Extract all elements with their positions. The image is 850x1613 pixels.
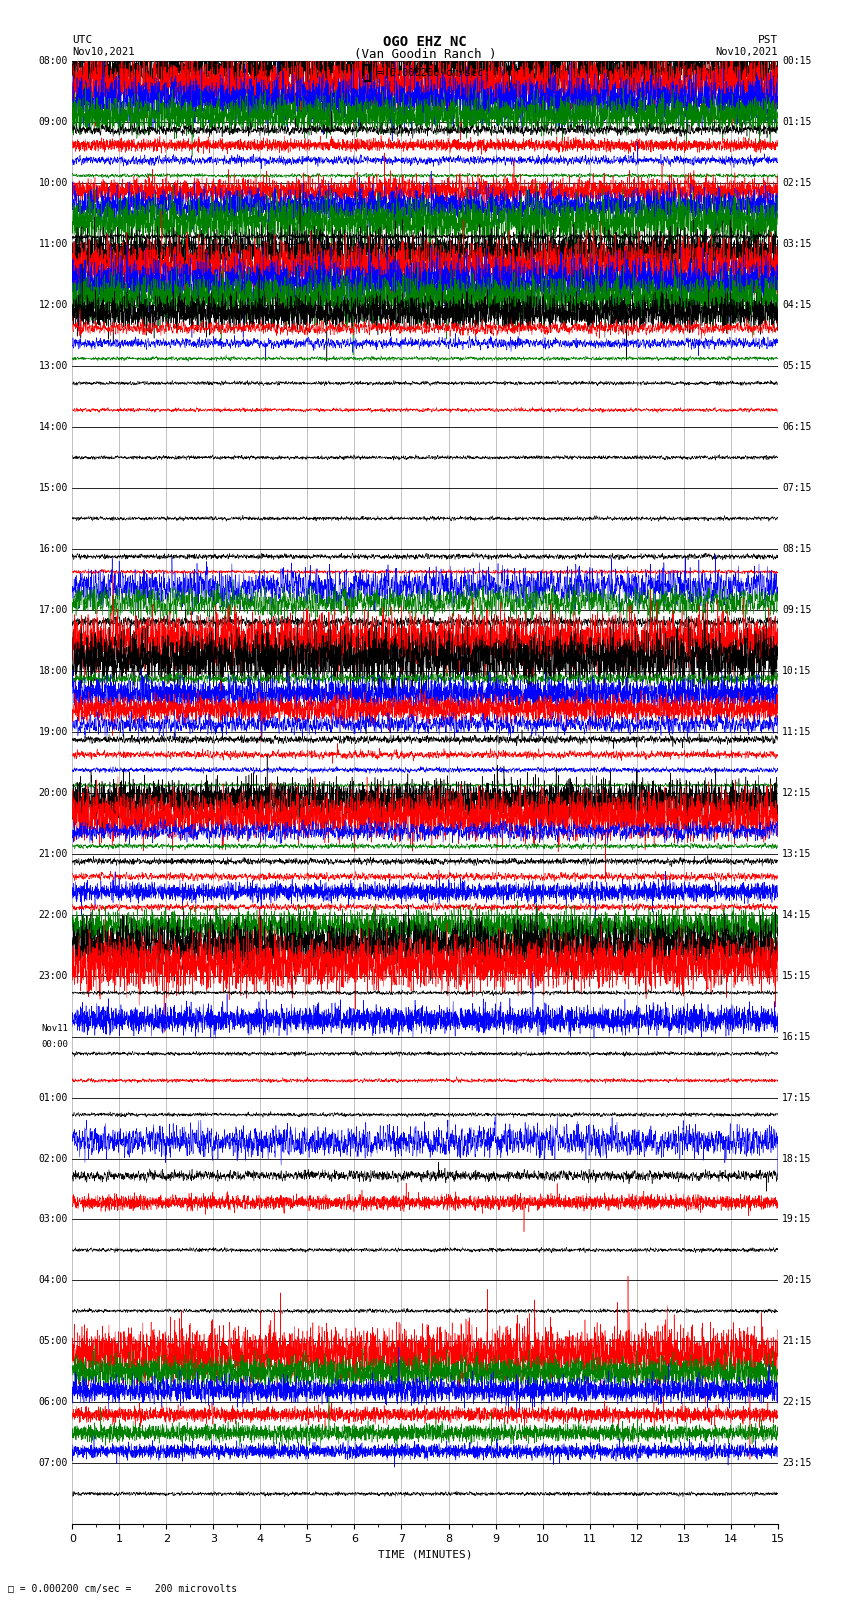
Text: 18:15: 18:15 <box>782 1153 812 1163</box>
Text: 13:00: 13:00 <box>38 361 68 371</box>
Text: (Van Goodin Ranch ): (Van Goodin Ranch ) <box>354 48 496 61</box>
Text: 19:15: 19:15 <box>782 1215 812 1224</box>
Text: = 0.000200 cm/sec: = 0.000200 cm/sec <box>377 68 483 77</box>
Text: 19:00: 19:00 <box>38 727 68 737</box>
Text: 10:00: 10:00 <box>38 177 68 189</box>
Text: 20:15: 20:15 <box>782 1276 812 1286</box>
Text: 08:00: 08:00 <box>38 56 68 66</box>
Text: 17:15: 17:15 <box>782 1092 812 1103</box>
Text: 07:15: 07:15 <box>782 482 812 494</box>
Text: 00:15: 00:15 <box>782 56 812 66</box>
Text: 12:15: 12:15 <box>782 787 812 798</box>
Text: 06:00: 06:00 <box>38 1397 68 1408</box>
Text: 16:00: 16:00 <box>38 544 68 553</box>
Text: 11:00: 11:00 <box>38 239 68 248</box>
Text: 17:00: 17:00 <box>38 605 68 615</box>
Text: 21:15: 21:15 <box>782 1337 812 1347</box>
Text: 01:15: 01:15 <box>782 118 812 127</box>
Text: 07:00: 07:00 <box>38 1458 68 1468</box>
Text: PST: PST <box>757 35 778 45</box>
Text: 13:15: 13:15 <box>782 848 812 858</box>
Text: 02:15: 02:15 <box>782 177 812 189</box>
Text: 23:15: 23:15 <box>782 1458 812 1468</box>
Text: Nov10,2021: Nov10,2021 <box>72 47 135 56</box>
Text: 15:15: 15:15 <box>782 971 812 981</box>
Text: 23:00: 23:00 <box>38 971 68 981</box>
Text: 18:00: 18:00 <box>38 666 68 676</box>
Text: 04:15: 04:15 <box>782 300 812 310</box>
Text: 16:15: 16:15 <box>782 1032 812 1042</box>
Text: 03:00: 03:00 <box>38 1215 68 1224</box>
Text: 00:00: 00:00 <box>41 1040 68 1048</box>
Text: 09:00: 09:00 <box>38 118 68 127</box>
Text: 10:15: 10:15 <box>782 666 812 676</box>
Text: 01:00: 01:00 <box>38 1092 68 1103</box>
Text: 15:00: 15:00 <box>38 482 68 494</box>
Text: 12:00: 12:00 <box>38 300 68 310</box>
Text: 11:15: 11:15 <box>782 727 812 737</box>
Text: 22:15: 22:15 <box>782 1397 812 1408</box>
X-axis label: TIME (MINUTES): TIME (MINUTES) <box>377 1550 473 1560</box>
Text: 04:00: 04:00 <box>38 1276 68 1286</box>
Text: UTC: UTC <box>72 35 93 45</box>
Text: Nov10,2021: Nov10,2021 <box>715 47 778 56</box>
Text: Nov11: Nov11 <box>41 1024 68 1034</box>
Text: 02:00: 02:00 <box>38 1153 68 1163</box>
Text: 03:15: 03:15 <box>782 239 812 248</box>
Text: 21:00: 21:00 <box>38 848 68 858</box>
Text: □ = 0.000200 cm/sec =    200 microvolts: □ = 0.000200 cm/sec = 200 microvolts <box>8 1584 238 1594</box>
Text: 14:00: 14:00 <box>38 423 68 432</box>
Text: 05:00: 05:00 <box>38 1337 68 1347</box>
Text: 20:00: 20:00 <box>38 787 68 798</box>
Text: 22:00: 22:00 <box>38 910 68 919</box>
Text: 08:15: 08:15 <box>782 544 812 553</box>
Text: OGO EHZ NC: OGO EHZ NC <box>383 35 467 50</box>
Text: 05:15: 05:15 <box>782 361 812 371</box>
Text: 09:15: 09:15 <box>782 605 812 615</box>
Text: 14:15: 14:15 <box>782 910 812 919</box>
Text: 06:15: 06:15 <box>782 423 812 432</box>
